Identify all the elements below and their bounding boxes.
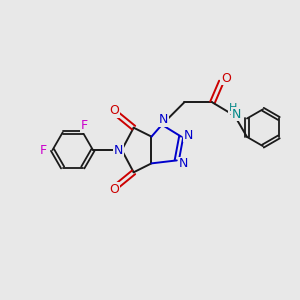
Text: N: N bbox=[184, 129, 193, 142]
Text: O: O bbox=[110, 104, 119, 117]
Text: N: N bbox=[178, 158, 188, 170]
Text: F: F bbox=[81, 119, 88, 133]
Text: N: N bbox=[114, 143, 124, 157]
Text: F: F bbox=[40, 143, 47, 157]
Text: O: O bbox=[110, 183, 119, 196]
Text: N: N bbox=[159, 113, 168, 126]
Text: O: O bbox=[221, 72, 231, 85]
Text: H: H bbox=[229, 103, 237, 113]
Text: N: N bbox=[232, 108, 241, 121]
